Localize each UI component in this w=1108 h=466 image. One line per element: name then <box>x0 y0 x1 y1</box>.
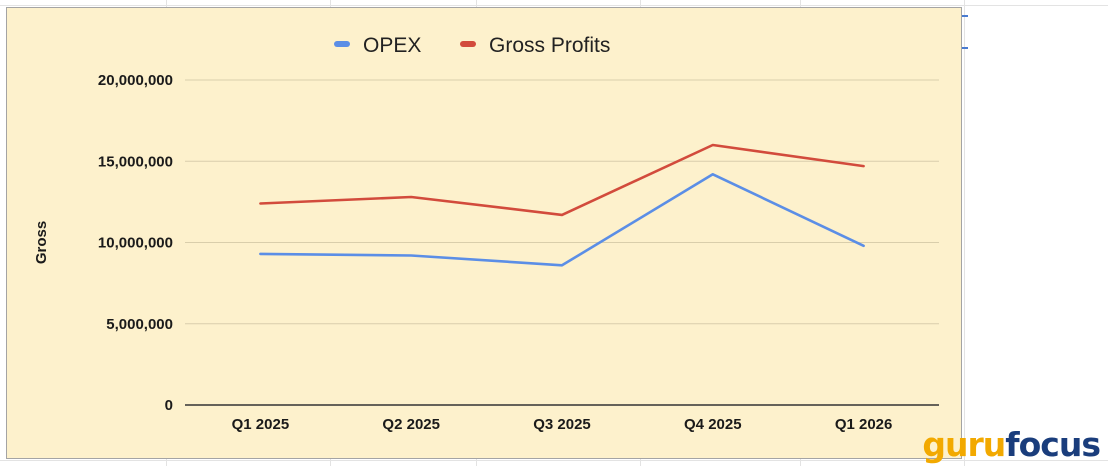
x-tick-label: Q1 2026 <box>835 416 893 433</box>
legend-label: OPEX <box>363 34 421 57</box>
y-tick-label: 15,000,000 <box>98 153 173 170</box>
x-tick-label: Q4 2025 <box>684 416 742 433</box>
y-tick-label: 5,000,000 <box>106 316 173 333</box>
legend-swatch <box>460 41 476 47</box>
gurufocus-watermark-logo: gurufocus <box>922 425 1101 464</box>
series-line-opex <box>259 173 865 267</box>
x-tick-label: Q2 2025 <box>382 416 440 433</box>
series-line-gross-profits <box>259 143 865 217</box>
x-tick-label: Q3 2025 <box>533 416 591 433</box>
y-axis-title: Gross <box>33 221 50 264</box>
y-tick-label: 0 <box>165 397 173 414</box>
line-chart: 0 5,000,000 10,000,000 15,000,000 20,000,000… <box>33 34 939 433</box>
selection-handle <box>962 15 968 17</box>
legend-label: Gross Profits <box>489 34 610 57</box>
y-tick-label: 10,000,000 <box>98 235 173 252</box>
y-tick-label: 20,000,000 <box>98 72 173 89</box>
selection-handle <box>962 47 968 49</box>
x-tick-label: Q1 2025 <box>232 416 290 433</box>
legend-swatch <box>334 41 350 47</box>
chart-container[interactable]: 0 5,000,000 10,000,000 15,000,000 20,000,000… <box>6 7 962 459</box>
